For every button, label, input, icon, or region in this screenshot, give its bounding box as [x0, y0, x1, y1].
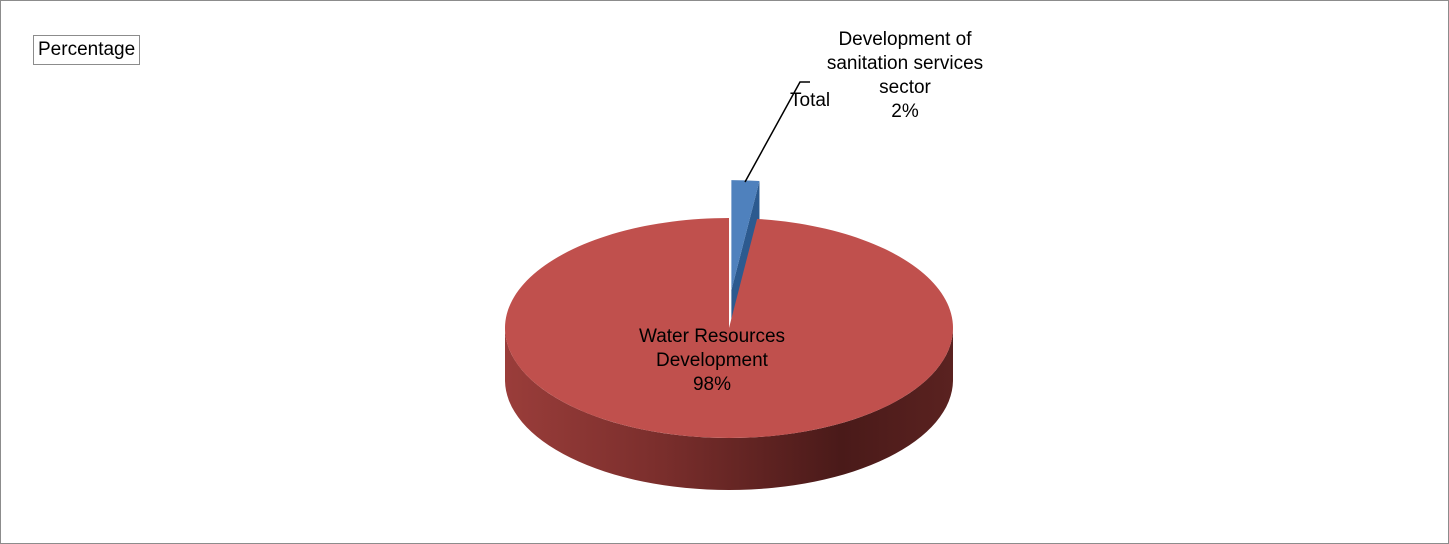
pie-slice — [504, 218, 953, 490]
slice-side — [505, 328, 953, 490]
slice-top — [731, 180, 760, 291]
slices — [504, 180, 953, 490]
data-label-category: Development of sanitation services secto… — [826, 29, 984, 98]
data-label-value: 98% — [692, 374, 732, 395]
field-button[interactable]: Percentage — [33, 35, 141, 65]
leader-line — [744, 81, 810, 183]
data-label-category: Water Resources Development — [638, 326, 786, 371]
series-name: Total — [790, 90, 831, 111]
data-label-value: 2% — [891, 101, 919, 122]
slice-top — [504, 218, 953, 438]
data-label: Water Resources Development 98% — [612, 325, 812, 397]
data-label: Development of sanitation services secto… — [805, 28, 1005, 124]
